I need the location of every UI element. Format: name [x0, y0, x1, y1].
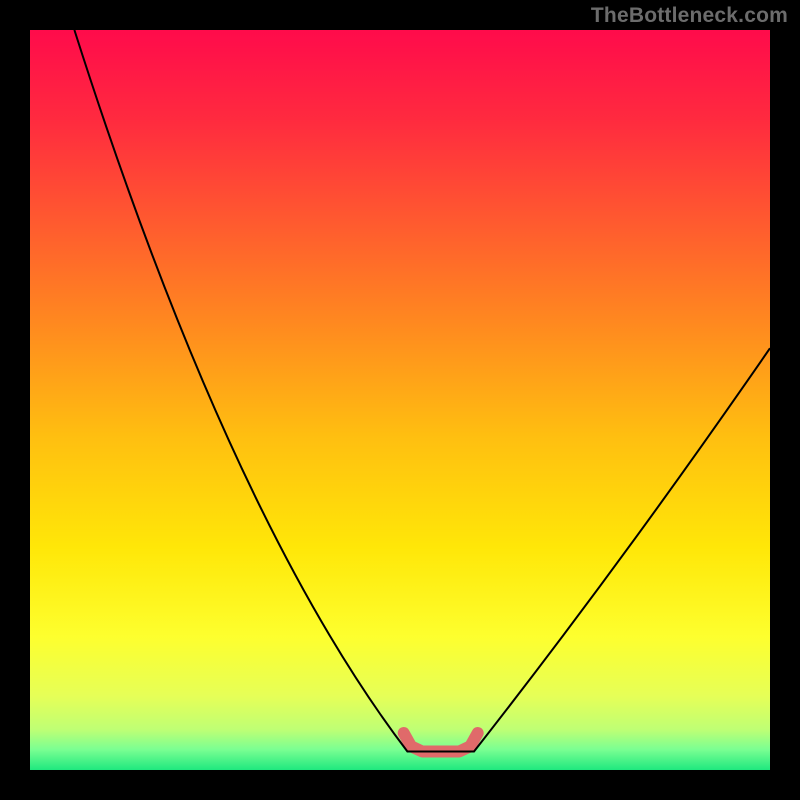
gradient-background: [30, 30, 770, 770]
chart-stage: TheBottleneck.com: [0, 0, 800, 800]
bottleneck-chart: [0, 0, 800, 800]
watermark-text: TheBottleneck.com: [591, 4, 788, 28]
